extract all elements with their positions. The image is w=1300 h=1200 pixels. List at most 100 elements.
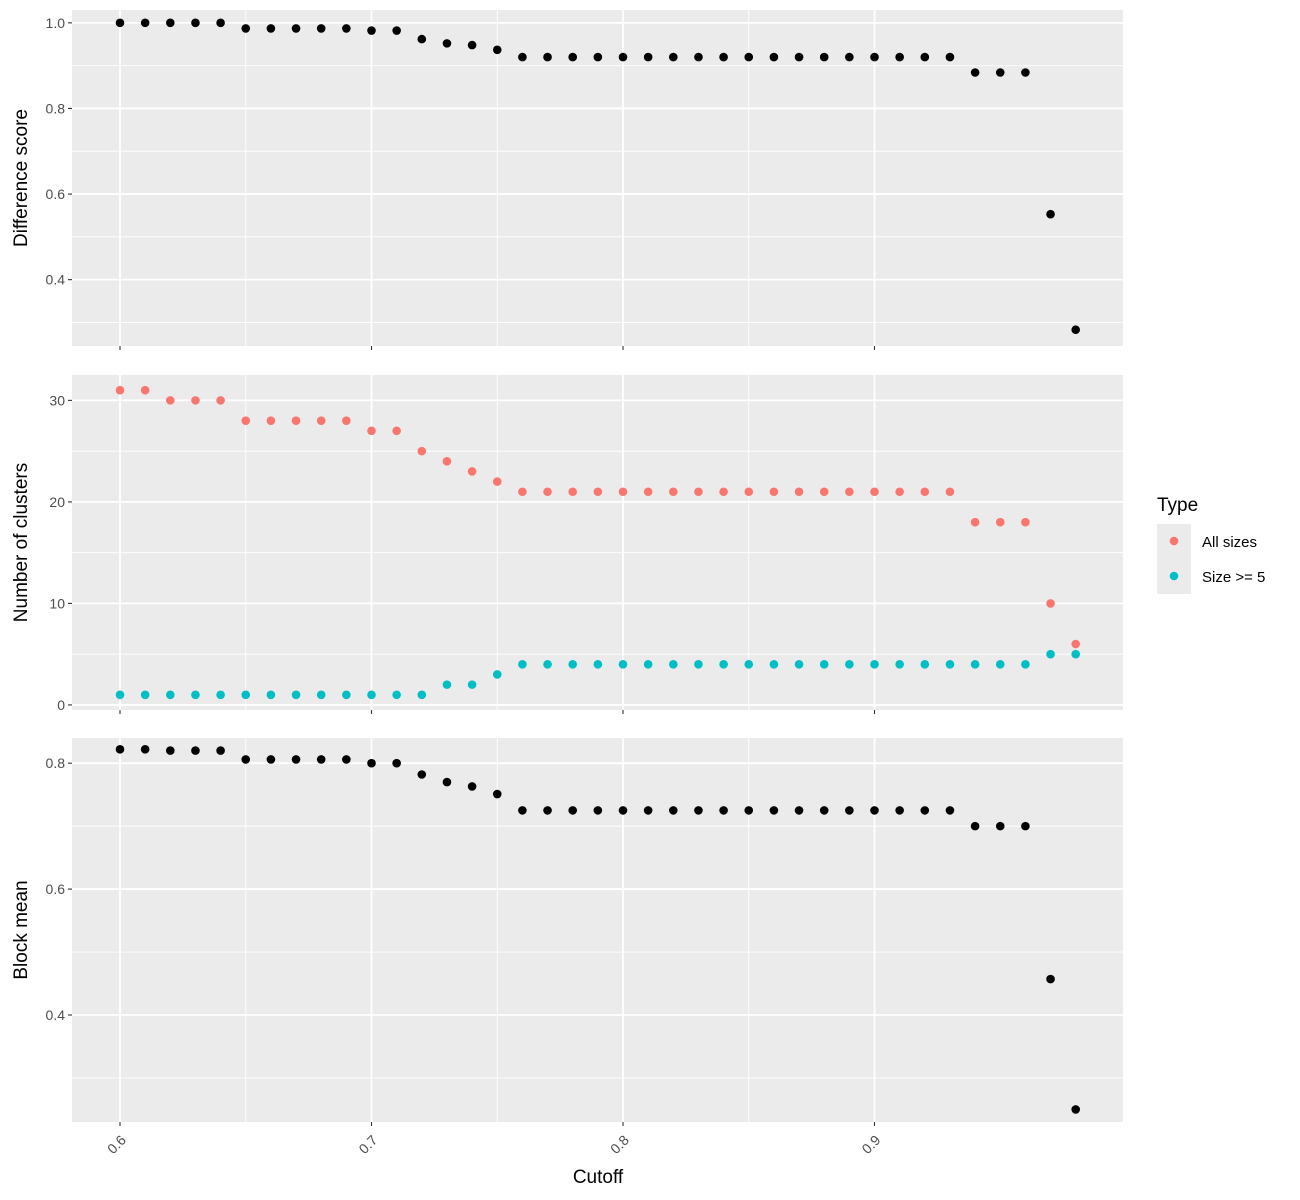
data-point — [467, 680, 477, 689]
data-point — [1046, 209, 1055, 219]
data-point — [794, 52, 804, 62]
data-point — [543, 487, 552, 497]
data-point — [518, 660, 527, 669]
data-point — [568, 660, 577, 669]
data-point — [794, 487, 804, 497]
data-point — [845, 487, 854, 497]
data-point — [1071, 1105, 1080, 1114]
series-2-1 — [115, 385, 1080, 649]
panel-background — [72, 738, 1123, 1122]
x-tick-label: 0.9 — [858, 1132, 883, 1157]
data-point — [367, 758, 376, 768]
data-point — [1046, 649, 1055, 659]
data-point — [417, 770, 427, 779]
data-point — [166, 396, 175, 405]
data-point — [1071, 325, 1080, 335]
data-point — [669, 52, 678, 62]
data-point — [995, 68, 1005, 77]
facet-panel-3: 0.4 0.6 0.8 Block mean — [11, 738, 1123, 1126]
data-point — [945, 487, 955, 497]
data-point — [191, 746, 200, 755]
data-point — [719, 52, 728, 62]
data-point — [895, 660, 904, 669]
data-point — [216, 690, 225, 700]
series-2-2 — [115, 649, 1080, 700]
y-axis-title: Number of clusters — [11, 463, 32, 622]
data-point — [543, 660, 552, 669]
data-point — [719, 660, 728, 669]
data-point — [291, 24, 301, 33]
data-point — [769, 52, 779, 62]
data-point — [442, 456, 452, 466]
data-point — [518, 806, 527, 815]
data-point — [643, 487, 653, 497]
data-point — [694, 487, 703, 497]
data-point — [1071, 639, 1080, 649]
data-point — [467, 40, 477, 50]
data-point — [1021, 517, 1030, 527]
data-point — [920, 52, 930, 62]
data-point — [115, 18, 125, 28]
data-point — [845, 806, 854, 815]
y-tick-label: 0 — [57, 697, 65, 713]
data-point — [669, 487, 678, 497]
data-point — [467, 782, 477, 791]
data-point — [191, 396, 200, 405]
data-point — [895, 487, 904, 497]
data-point — [115, 690, 125, 700]
data-point — [895, 806, 904, 815]
y-tick-label: 0.8 — [46, 100, 66, 116]
data-point — [543, 806, 552, 815]
data-point — [417, 446, 427, 456]
data-point — [669, 806, 678, 815]
data-point — [1021, 68, 1030, 77]
x-tick-label: 0.8 — [607, 1132, 632, 1157]
data-point — [140, 18, 150, 28]
y-tick-label: 10 — [49, 595, 65, 611]
data-point — [568, 52, 577, 62]
data-point — [492, 670, 502, 679]
x-axis: 0.6 0.7 0.8 0.9 — [104, 1132, 884, 1157]
y-tick-label: 0.8 — [46, 755, 66, 771]
data-point — [845, 52, 854, 62]
legend: Type All sizes Size >= 5 — [1157, 495, 1265, 594]
data-point — [643, 660, 653, 669]
data-point — [417, 34, 427, 44]
data-point — [618, 660, 628, 669]
data-point — [794, 660, 804, 669]
data-point — [392, 426, 401, 436]
data-point — [945, 52, 955, 62]
data-point — [769, 660, 779, 669]
data-point — [216, 746, 225, 755]
data-point — [1021, 660, 1030, 669]
y-tick-label: 0.6 — [46, 186, 66, 202]
data-point — [266, 416, 276, 425]
data-point — [870, 52, 879, 62]
data-point — [593, 487, 603, 497]
data-point — [241, 24, 251, 33]
data-point — [618, 806, 628, 815]
data-point — [140, 690, 150, 700]
data-point — [970, 517, 980, 527]
data-point — [995, 517, 1005, 527]
data-point — [794, 806, 804, 815]
facet-panel-2: 0 10 20 30 Number of clusters — [11, 375, 1123, 714]
data-point — [367, 690, 376, 700]
data-point — [492, 477, 502, 486]
data-point — [291, 690, 301, 700]
data-point — [518, 52, 527, 62]
data-point — [643, 806, 653, 815]
data-point — [593, 806, 603, 815]
data-point — [266, 690, 276, 700]
data-point — [920, 660, 930, 669]
data-point — [442, 680, 452, 689]
legend-label-1: All sizes — [1202, 534, 1257, 551]
data-point — [316, 416, 326, 425]
legend-key-1 — [1169, 536, 1179, 546]
panel-background — [72, 375, 1123, 710]
data-point — [316, 24, 326, 33]
series-3-1 — [115, 745, 1080, 1114]
data-point — [669, 660, 678, 669]
data-point — [819, 487, 829, 497]
data-point — [694, 52, 703, 62]
